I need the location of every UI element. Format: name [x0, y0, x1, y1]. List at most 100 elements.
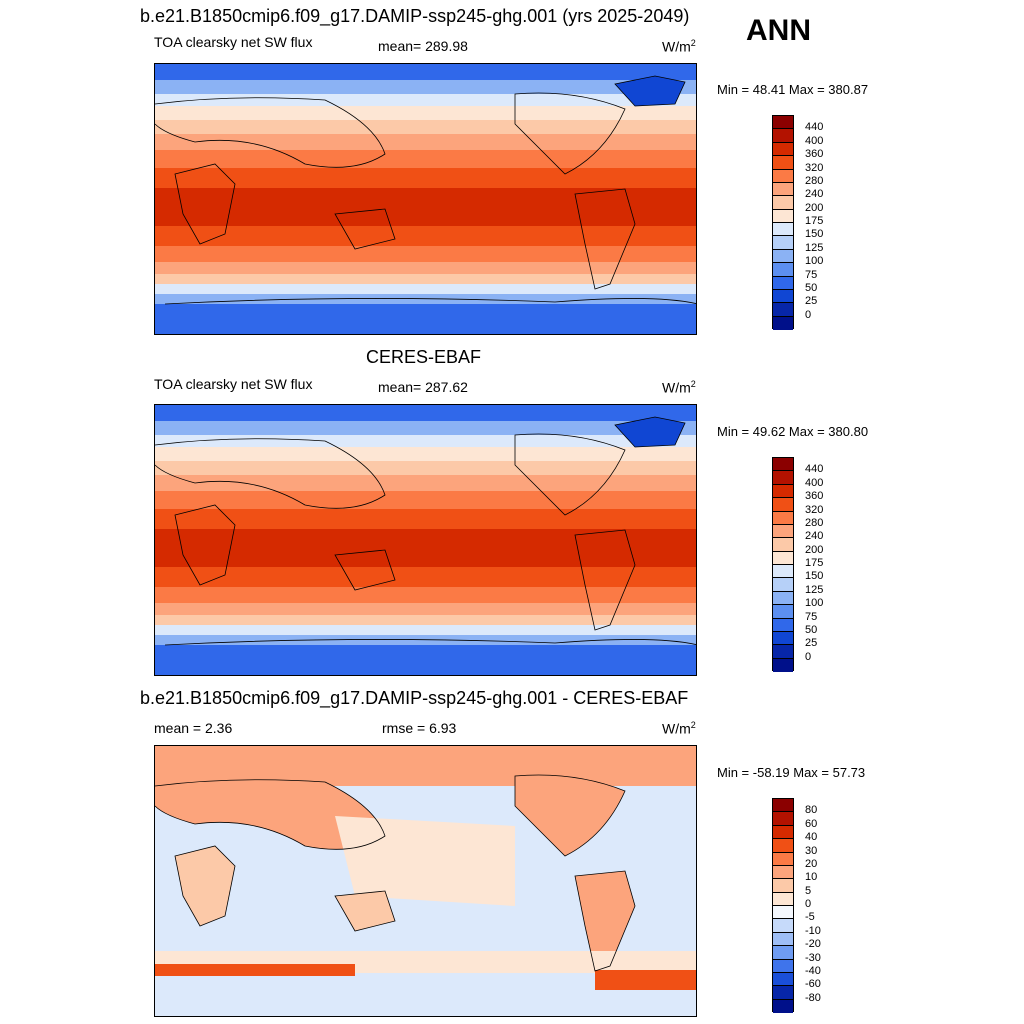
difference-colorbar-tick-label: 20 [805, 857, 818, 870]
obs-colorbar-swatch [773, 591, 793, 606]
model-colorbar-tick-label: 200 [805, 201, 824, 214]
obs-colorbar-swatch [773, 658, 793, 672]
season-label: ANN [746, 14, 811, 47]
model-colorbar-swatch [773, 276, 793, 290]
difference-colorbar-tick-label: 10 [805, 871, 818, 884]
difference-colorbar-swatch [773, 865, 793, 880]
difference-colorbar-swatch [773, 946, 793, 960]
diff-rmse: rmse = 6.93 [382, 720, 457, 736]
obs-colorbar-swatch [773, 645, 793, 659]
difference-colorbar-swatch [773, 812, 793, 826]
difference-colorbar-tick-label: 30 [805, 844, 818, 857]
model-colorbar-tick-label: 125 [805, 241, 824, 254]
obs-colorbar [772, 457, 794, 672]
model-colorbar-tick-label: 360 [805, 148, 824, 161]
panel2-mean: mean= 287.62 [378, 379, 468, 395]
obs-colorbar-tick-label: 75 [805, 610, 818, 623]
model-colorbar-tick-label: 50 [805, 281, 818, 294]
difference-colorbar-swatch [773, 839, 793, 853]
model-colorbar-tick-label: 175 [805, 215, 824, 227]
difference-colorbar [772, 798, 794, 1013]
model-colorbar-tick-label: 150 [805, 228, 824, 241]
obs-colorbar-swatch [773, 578, 793, 592]
difference-colorbar-tick-label: -60 [805, 978, 821, 991]
obs-colorbar-tick-label: 25 [805, 637, 818, 650]
difference-colorbar-swatch [773, 879, 793, 893]
obs-colorbar-tick-label: 125 [805, 583, 824, 596]
model-colorbar-swatch [773, 116, 793, 130]
obs-colorbar-swatch [773, 471, 793, 485]
model-colorbar-swatch [773, 156, 793, 170]
difference-colorbar-swatch [773, 825, 793, 840]
model-colorbar-swatch [773, 142, 793, 157]
panel1-minmax: Min = 48.41 Max = 380.87 [717, 82, 869, 97]
model-colorbar-tick-label: 75 [805, 268, 818, 281]
panel3-minmax: Min = -58.19 Max = 57.73 [717, 765, 866, 780]
difference-colorbar-swatch [773, 972, 793, 987]
difference-colorbar-swatch [773, 999, 793, 1013]
difference-colorbar-tick-label: -20 [805, 938, 821, 951]
panel2-minmax: Min = 49.62 Max = 380.80 [717, 424, 869, 439]
obs-map [154, 404, 697, 676]
difference-colorbar-swatch [773, 959, 793, 973]
difference-map-svg [155, 746, 696, 1016]
model-colorbar-tick-label: 240 [805, 188, 824, 201]
difference-colorbar-tick-label: -80 [805, 991, 821, 1004]
diff-mean: mean = 2.36 [154, 720, 233, 736]
obs-colorbar-swatch [773, 551, 793, 565]
obs-colorbar-swatch [773, 618, 793, 632]
difference-colorbar-tick-label: 0 [805, 898, 812, 910]
difference-colorbar-tick-label: -5 [805, 911, 815, 924]
obs-colorbar-tick-label: 400 [805, 476, 824, 489]
difference-colorbar-swatch [773, 892, 793, 906]
model-colorbar-swatch [773, 209, 793, 223]
obs-colorbar-swatch [773, 484, 793, 499]
panel2-variable: TOA clearsky net SW flux [154, 376, 313, 392]
model-map-svg [155, 64, 696, 334]
model-colorbar-swatch [773, 316, 793, 330]
model-colorbar-tick-label: 100 [805, 255, 824, 268]
panel2-units: W/m2 [662, 379, 696, 396]
difference-colorbar-swatch [773, 932, 793, 947]
obs-colorbar-tick-label: 440 [805, 463, 824, 476]
obs-colorbar-swatch [773, 565, 793, 579]
model-colorbar-swatch [773, 182, 793, 197]
model-colorbar-swatch [773, 303, 793, 317]
difference-colorbar-swatch [773, 906, 793, 920]
obs-colorbar-swatch [773, 498, 793, 512]
difference-colorbar-tick-label: 80 [805, 804, 818, 817]
model-colorbar-tick-label: 280 [805, 174, 824, 187]
panel1-variable: TOA clearsky net SW flux [154, 34, 313, 50]
model-colorbar-swatch [773, 169, 793, 183]
model-colorbar-swatch [773, 223, 793, 237]
model-colorbar-swatch [773, 129, 793, 143]
model-colorbar [772, 115, 794, 330]
obs-colorbar-swatch [773, 605, 793, 619]
panel3-units: W/m2 [662, 720, 696, 737]
model-colorbar-tick-label: 25 [805, 295, 818, 308]
model-map [154, 63, 697, 335]
difference-map [154, 745, 697, 1017]
difference-colorbar-tick-label: -10 [805, 924, 821, 937]
obs-colorbar-tick-label: 50 [805, 623, 818, 636]
obs-map-svg [155, 405, 696, 675]
panel3-title: b.e21.B1850cmip6.f09_g17.DAMIP-ssp245-gh… [140, 688, 689, 708]
difference-colorbar-tick-label: -40 [805, 964, 821, 977]
panel1-mean: mean= 289.98 [378, 38, 468, 54]
difference-colorbar-swatch [773, 799, 793, 813]
obs-colorbar-tick-label: 360 [805, 490, 824, 503]
difference-colorbar-swatch [773, 852, 793, 866]
obs-colorbar-tick-label: 175 [805, 557, 824, 569]
obs-colorbar-tick-label: 320 [805, 503, 824, 516]
model-colorbar-swatch [773, 289, 793, 304]
difference-colorbar-tick-label: 5 [805, 884, 812, 897]
difference-colorbar-tick-label: 60 [805, 817, 818, 830]
model-colorbar-swatch [773, 196, 793, 210]
panel1-title: b.e21.B1850cmip6.f09_g17.DAMIP-ssp245-gh… [140, 6, 690, 26]
obs-colorbar-swatch [773, 511, 793, 525]
panel2-title: CERES-EBAF [366, 347, 482, 367]
model-colorbar-swatch [773, 249, 793, 264]
model-colorbar-tick-label: 0 [805, 308, 812, 321]
obs-colorbar-tick-label: 100 [805, 597, 824, 610]
model-colorbar-tick-label: 320 [805, 161, 824, 174]
